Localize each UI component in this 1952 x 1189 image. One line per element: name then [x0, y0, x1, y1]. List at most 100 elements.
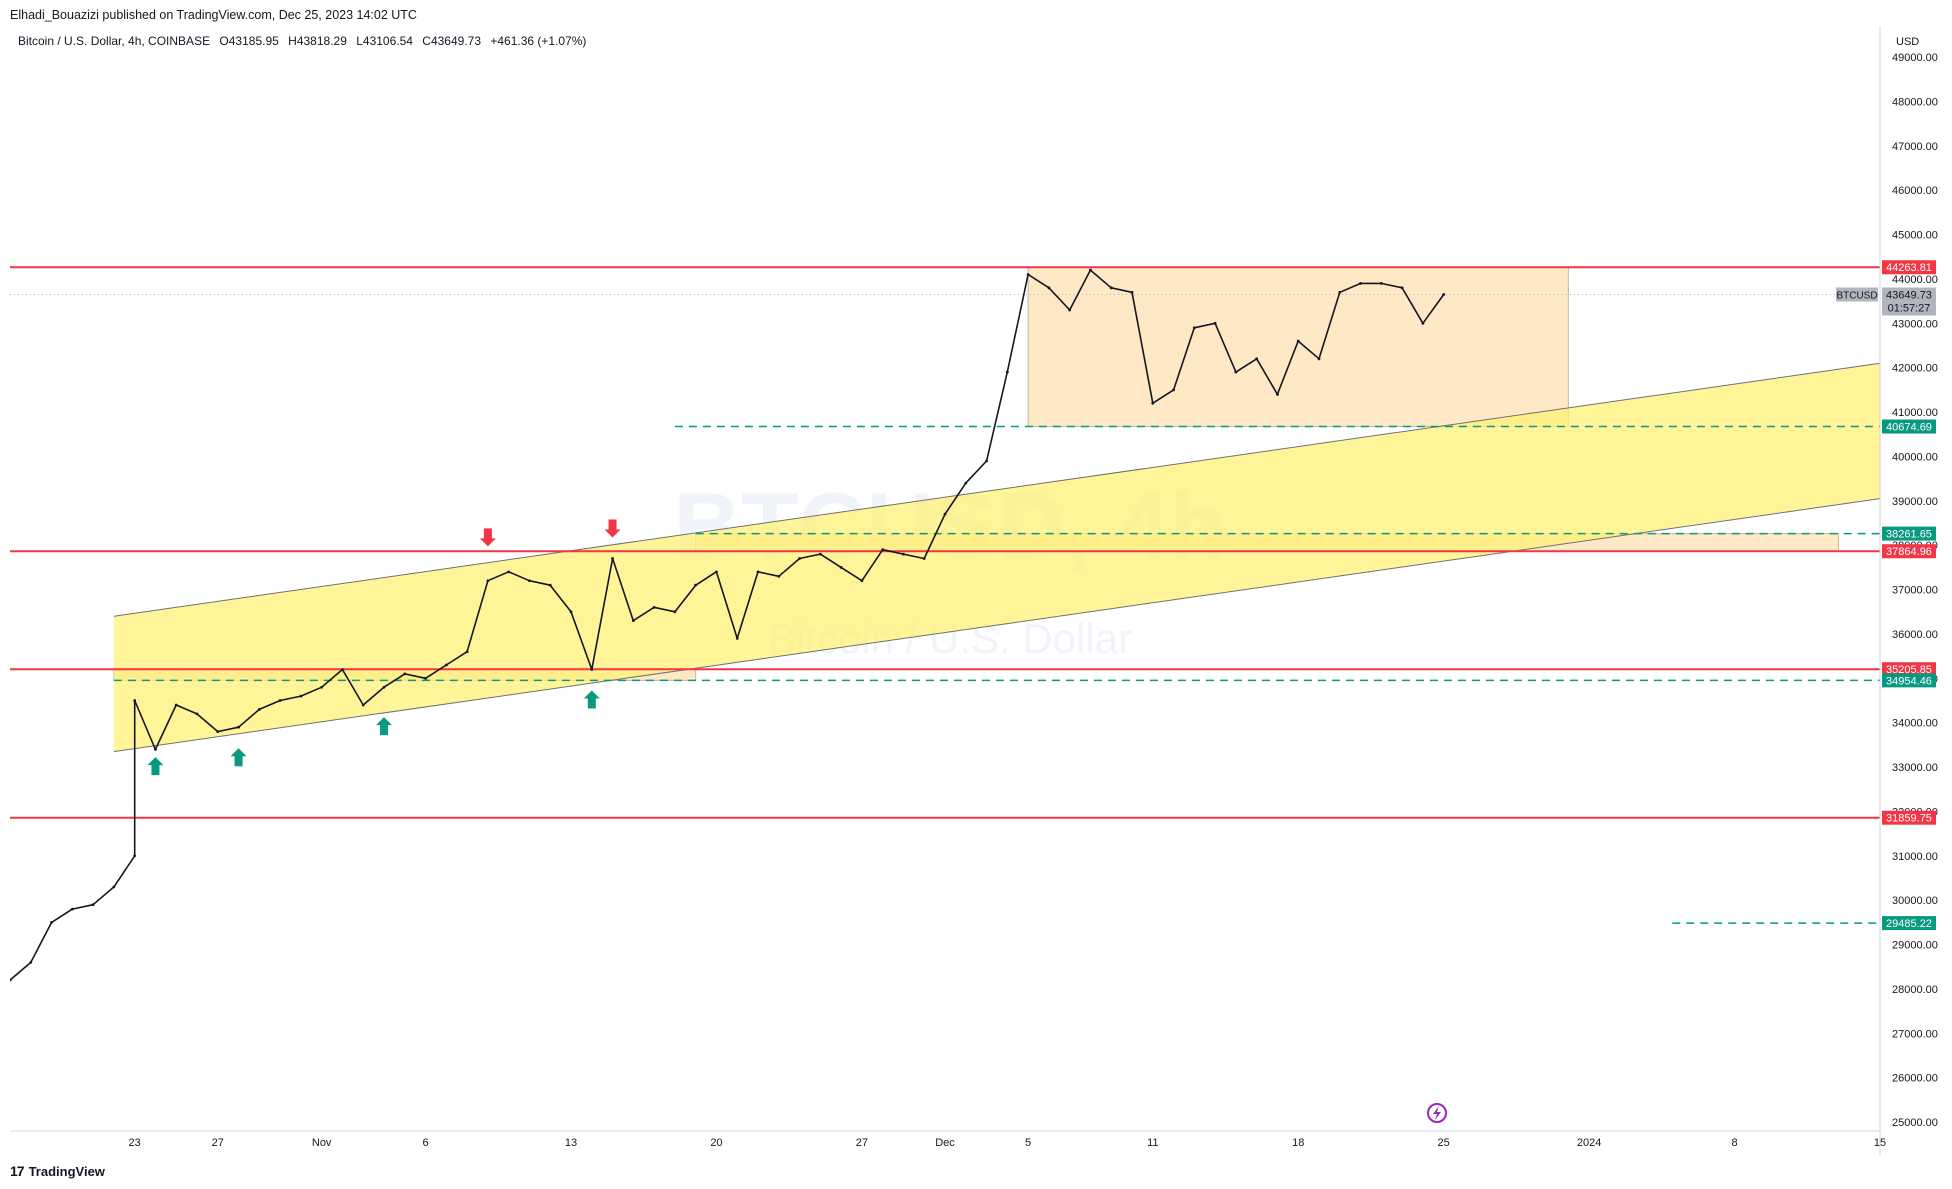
price-point: [320, 685, 324, 689]
price-point: [590, 668, 594, 671]
price-point: [278, 699, 282, 702]
price-tick-label: 48000.00: [1892, 96, 1938, 108]
price-point: [237, 725, 240, 729]
arrows-layer: [147, 519, 621, 776]
price-point: [341, 668, 344, 671]
legend-open: O43185.95: [219, 34, 279, 48]
price-point: [444, 663, 448, 667]
time-tick-label: 6: [422, 1137, 428, 1149]
price-level-tag: 29485.22: [1882, 916, 1936, 931]
price-point: [50, 921, 53, 924]
price-tick-label: 27000.00: [1892, 1028, 1938, 1040]
price-point: [860, 579, 864, 583]
price-level-tag-text: 29485.22: [1886, 918, 1932, 930]
lightning-icon[interactable]: [1427, 1103, 1447, 1123]
legend-low: L43106.54: [356, 34, 413, 48]
price-tick-label: 41000.00: [1892, 407, 1938, 419]
legend-change: +461.36 (+1.07%): [490, 34, 587, 48]
price-point: [154, 747, 157, 751]
price-tick-label: 33000.00: [1892, 762, 1938, 774]
time-tick-label: 20: [710, 1137, 722, 1149]
price-point: [195, 712, 199, 716]
price-level-tag-text: 38261.65: [1886, 529, 1932, 541]
price-tick-label: 40000.00: [1892, 451, 1938, 463]
price-level-tag-text: 31859.75: [1886, 813, 1932, 825]
price-level-tag: 31859.75: [1882, 810, 1936, 825]
price-level-tag: 35205.85: [1882, 662, 1936, 677]
price-level-tag-bg: [1882, 544, 1936, 559]
tradingview-brand[interactable]: 17 TradingView: [10, 1163, 105, 1179]
time-axis[interactable]: 23 27 Nov 6 13 20 27 Dec 5 11 18 25 2024 8 15: [129, 1137, 1887, 1149]
price-level-tag-bg: [1882, 673, 1936, 688]
chart-canvas[interactable]: BTCUSD, 4h Bitcoin / U.S. Dollar 25000.0…: [10, 26, 1940, 1156]
price-point: [1005, 370, 1009, 374]
levels-layer: [10, 266, 1880, 924]
price-point: [1234, 370, 1238, 374]
price-point: [1089, 268, 1092, 272]
time-tick-label: 27: [856, 1137, 868, 1149]
price-point: [1068, 308, 1072, 312]
price-point: [70, 907, 74, 911]
price-point: [569, 610, 573, 614]
price-level-tag: 40674.69: [1882, 419, 1936, 434]
price-point: [1359, 281, 1362, 285]
legend-symbol[interactable]: Bitcoin / U.S. Dollar, 4h, COINBASE: [18, 34, 211, 48]
price-point: [652, 605, 656, 609]
arrow-up-icon: [376, 717, 392, 736]
price-level-tag-bg: [1882, 916, 1936, 931]
price-point: [673, 610, 677, 614]
time-tick-label: 2024: [1577, 1137, 1601, 1149]
price-point: [257, 708, 261, 711]
price-point: [1400, 286, 1404, 290]
price-level-tag-text: 34954.46: [1886, 675, 1932, 687]
price-level-tag-bg: [1882, 419, 1936, 434]
channel-layer: [113, 362, 1881, 753]
price-tags-layer: 44263.81 40674.69 38261.65 37864.96 35205.85…: [1836, 260, 1936, 931]
price-tick-label: 46000.00: [1892, 185, 1938, 197]
price-point: [91, 903, 95, 907]
price-level-tag-bg: [1882, 662, 1936, 677]
legend-close: C43649.73: [422, 34, 482, 48]
time-tick-label: 27: [212, 1137, 224, 1149]
price-level-tag: 34954.46: [1882, 673, 1936, 688]
price-point: [735, 637, 739, 640]
price-point: [1338, 290, 1342, 294]
price-point: [29, 960, 33, 964]
arrow-up-icon: [583, 690, 600, 709]
price-point: [964, 481, 968, 485]
price-tick-label: 29000.00: [1892, 940, 1938, 952]
price-point: [133, 699, 137, 702]
price-tick-label: 34000.00: [1892, 718, 1938, 730]
price-point: [818, 552, 822, 556]
price-point: [1317, 357, 1321, 361]
arrow-up-icon: [147, 757, 164, 776]
price-point: [1130, 290, 1134, 294]
time-tick-label: 23: [129, 1137, 141, 1149]
price-point: [382, 685, 386, 689]
arrow-down-icon: [479, 528, 496, 547]
price-point: [465, 650, 469, 654]
legend-high: H43818.29: [288, 34, 347, 48]
time-tick-label: 18: [1292, 1137, 1304, 1149]
price-point: [216, 730, 220, 734]
time-tick-label: 11: [1147, 1137, 1158, 1149]
currency-label[interactable]: USD: [1896, 36, 1919, 48]
price-point: [1421, 321, 1425, 325]
brand-name: TradingView: [28, 1163, 105, 1179]
price-point: [1172, 388, 1175, 392]
price-tick-label: 37000.00: [1892, 585, 1938, 597]
price-point: [902, 552, 905, 556]
price-point: [361, 703, 365, 707]
arrow-up-icon: [230, 748, 247, 767]
price-tick-label: 28000.00: [1892, 984, 1938, 996]
price-point: [528, 579, 531, 583]
price-point: [756, 570, 760, 574]
price-point: [1047, 286, 1051, 290]
price-point: [507, 570, 511, 574]
price-level-tag-bg: [1882, 526, 1936, 541]
price-point: [922, 557, 926, 560]
price-point: [133, 854, 137, 858]
price-point: [611, 557, 614, 560]
price-point: [715, 570, 718, 574]
